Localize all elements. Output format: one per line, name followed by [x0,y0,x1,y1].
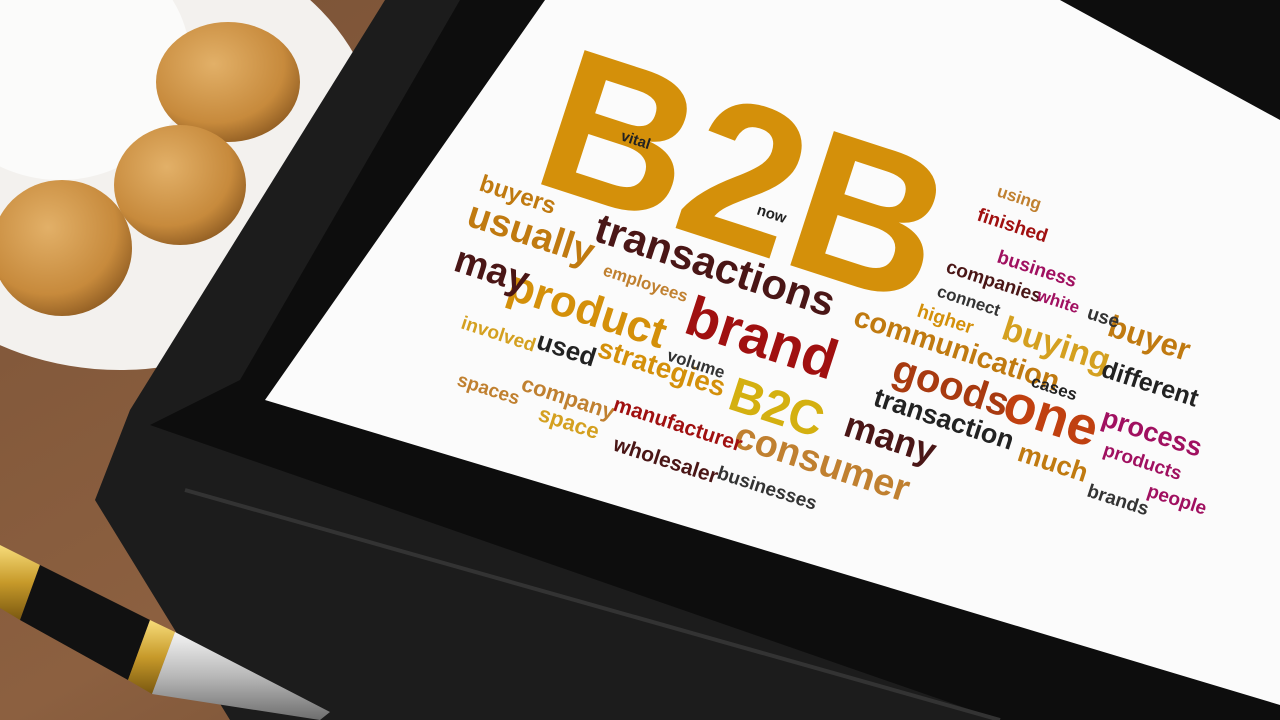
case-seam [184,488,1001,720]
screen [265,0,1280,705]
cup [0,0,190,180]
pen [0,545,330,720]
cookie [114,125,246,245]
cookie [156,22,300,142]
word-cloud: B2Btransactionsbrandproductusuallymaybuy… [449,4,1209,520]
cookie [0,180,132,316]
